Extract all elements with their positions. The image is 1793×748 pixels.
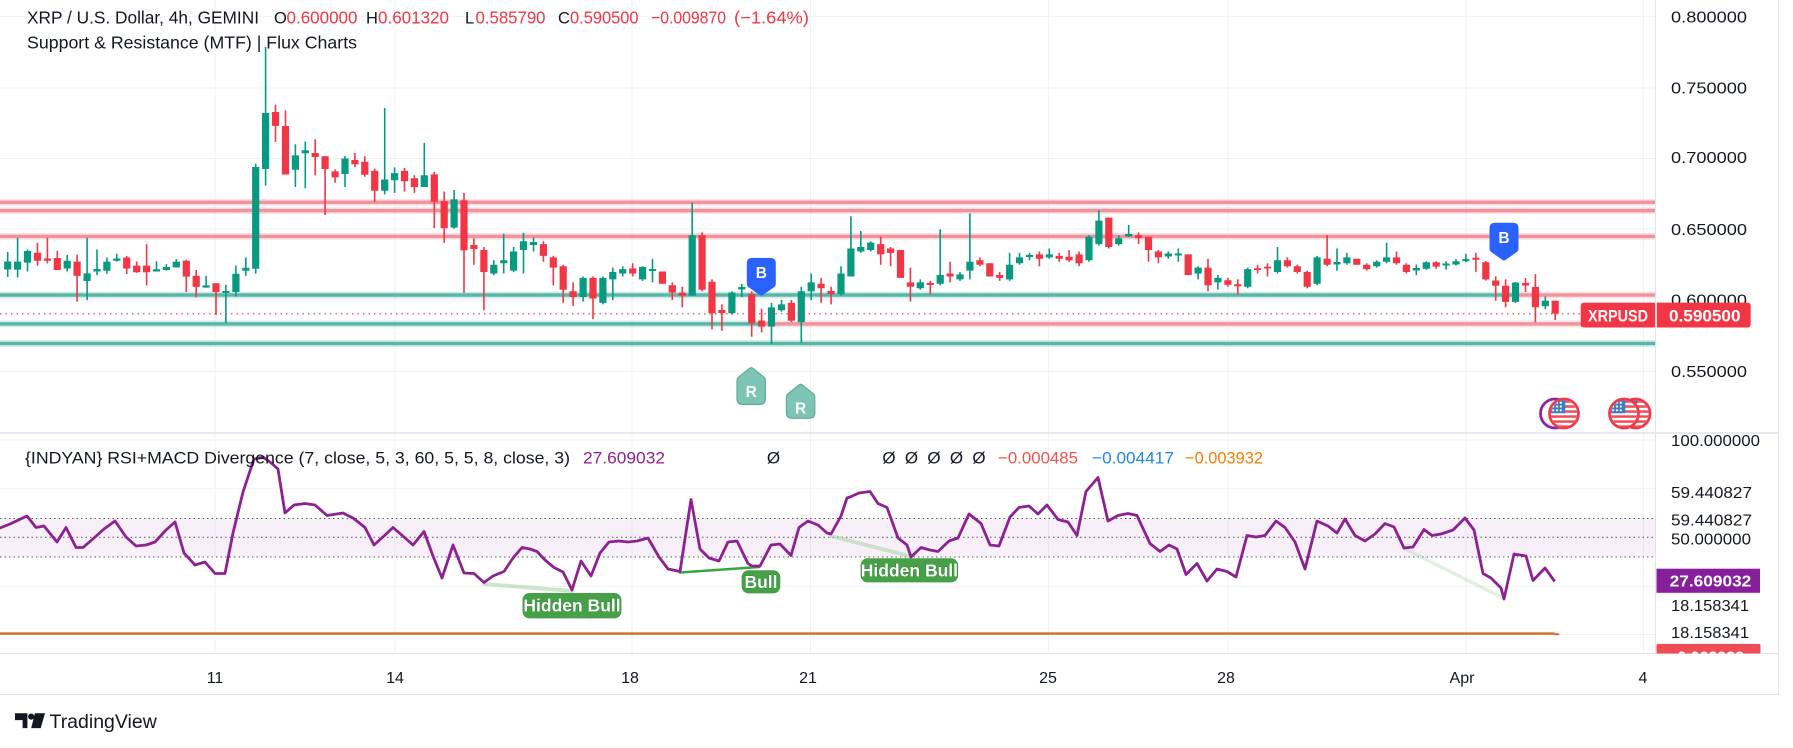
svg-text:11: 11 xyxy=(207,670,224,687)
svg-text:Ø: Ø xyxy=(767,449,780,468)
svg-text:18: 18 xyxy=(621,670,639,687)
svg-text:18.158341: 18.158341 xyxy=(1671,598,1749,615)
svg-text:−0.003932: −0.003932 xyxy=(1185,449,1263,468)
svg-text:0.650000: 0.650000 xyxy=(1671,222,1747,239)
svg-text:−0.000485: −0.000485 xyxy=(998,449,1078,468)
svg-text:Ø: Ø xyxy=(905,449,918,468)
svg-text:Support & Resistance (MTF) | F: Support & Resistance (MTF) | Flux Charts xyxy=(27,33,357,53)
svg-text:0.601320: 0.601320 xyxy=(378,8,449,28)
svg-text:−0.009870: −0.009870 xyxy=(651,8,726,28)
svg-text:O: O xyxy=(274,10,287,28)
svg-text:XRP / U.S. Dollar, 4h, GEMINI: XRP / U.S. Dollar, 4h, GEMINI xyxy=(27,8,259,28)
svg-text:0.700000: 0.700000 xyxy=(1671,150,1747,167)
svg-text:(−1.64%): (−1.64%) xyxy=(734,8,809,28)
svg-text:27.609032: 27.609032 xyxy=(1670,574,1752,591)
svg-text:Ø: Ø xyxy=(882,449,895,468)
svg-text:50.000000: 50.000000 xyxy=(1671,532,1751,549)
svg-text:18.158341: 18.158341 xyxy=(1671,625,1749,642)
svg-text:L: L xyxy=(465,10,474,28)
svg-text:−0.004417: −0.004417 xyxy=(1092,449,1174,468)
svg-text:Ø: Ø xyxy=(927,449,940,468)
svg-text:H: H xyxy=(366,10,378,28)
svg-text:27.609032: 27.609032 xyxy=(583,449,665,468)
svg-text:TradingView: TradingView xyxy=(50,711,158,733)
svg-text:21: 21 xyxy=(799,670,817,687)
svg-text:XRPUSD: XRPUSD xyxy=(1588,307,1648,326)
svg-text:59.440827: 59.440827 xyxy=(1671,485,1752,502)
svg-text:B: B xyxy=(1498,230,1509,247)
svg-text:4: 4 xyxy=(1639,670,1648,687)
svg-text:0.585790: 0.585790 xyxy=(476,8,546,28)
svg-text:-0.003932: -0.003932 xyxy=(1672,650,1744,667)
svg-text:14: 14 xyxy=(386,670,404,687)
svg-text:{INDYAN} RSI+MACD Divergence (: {INDYAN} RSI+MACD Divergence (7, close, … xyxy=(25,449,570,468)
svg-text:Bull: Bull xyxy=(744,572,777,592)
svg-text:0.590500: 0.590500 xyxy=(570,8,639,28)
svg-text:0.590500: 0.590500 xyxy=(1669,307,1741,326)
svg-text:0.800000: 0.800000 xyxy=(1671,9,1747,26)
svg-text:C: C xyxy=(558,10,570,28)
svg-text:B: B xyxy=(756,265,767,282)
svg-text:0.550000: 0.550000 xyxy=(1671,364,1747,381)
svg-text:Ø: Ø xyxy=(972,449,985,468)
svg-text:25: 25 xyxy=(1039,670,1057,687)
svg-text:R: R xyxy=(795,401,806,418)
svg-text:R: R xyxy=(746,384,757,401)
svg-text:0.750000: 0.750000 xyxy=(1671,81,1747,98)
svg-text:59.440827: 59.440827 xyxy=(1671,513,1752,530)
svg-text:Hidden Bull: Hidden Bull xyxy=(523,596,620,616)
svg-text:100.000000: 100.000000 xyxy=(1671,433,1760,450)
svg-text:Apr: Apr xyxy=(1450,670,1476,687)
svg-text:Hidden Bull: Hidden Bull xyxy=(861,560,958,580)
svg-text:28: 28 xyxy=(1217,670,1235,687)
svg-text:0.600000: 0.600000 xyxy=(287,8,358,28)
svg-text:Ø: Ø xyxy=(950,449,963,468)
